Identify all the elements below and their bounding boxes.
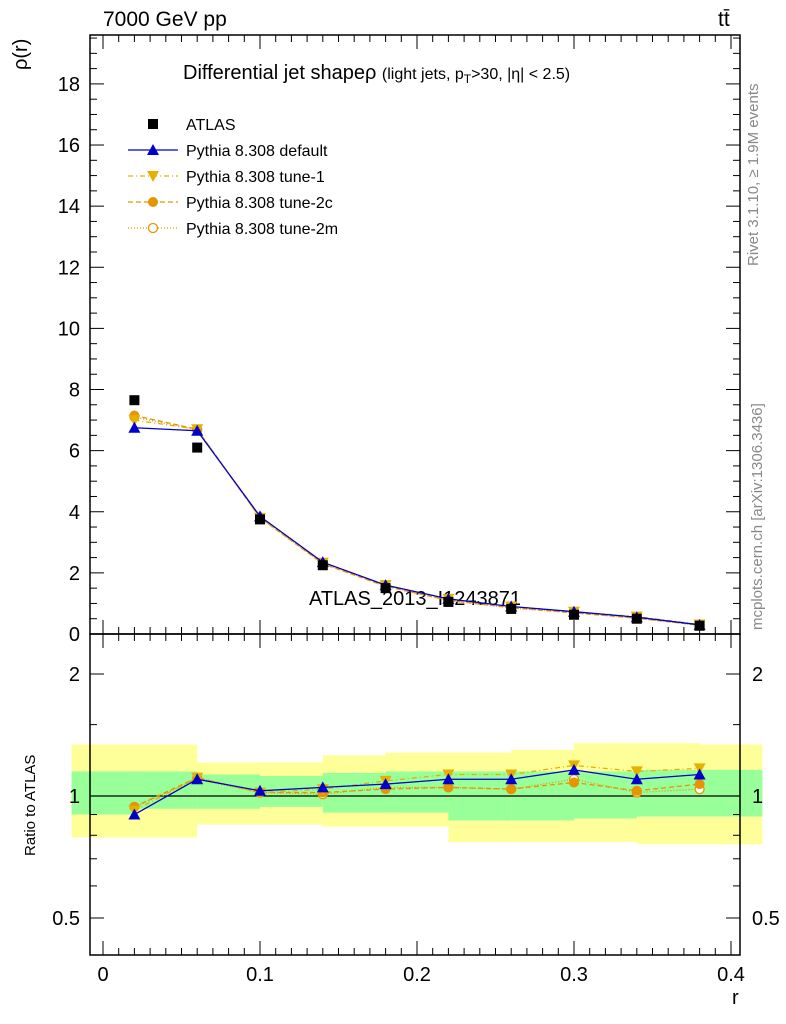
ratio-series-0-point [693, 768, 706, 780]
ratio-y-tick-label: 0.5 [52, 908, 80, 930]
main-series-0-point [631, 613, 642, 624]
ratio-series-0-point [254, 784, 266, 796]
process-label: tt̄ [718, 8, 730, 31]
main-series-0-point [506, 603, 517, 614]
ratio-series-2-line [134, 776, 700, 808]
main-series-2-point [128, 415, 141, 427]
x-tick-label: 0 [97, 964, 108, 986]
legend-label: Pythia 8.308 default [186, 143, 328, 160]
y-tick-label: 4 [69, 502, 80, 524]
ratio-series-0-point [316, 781, 329, 793]
title-main: Differential jet shape [183, 62, 365, 84]
x-tick-label: 0.4 [717, 964, 745, 986]
ratio-series-0-point [128, 808, 141, 820]
main-series-0-point [694, 620, 705, 631]
ratio-y-tick-label-right: 1 [752, 786, 763, 808]
ratio-y-tick-label: 1 [69, 786, 80, 808]
main-series-1-line [134, 427, 700, 626]
ratio-series-0-point [379, 778, 392, 790]
x-tick-label: 0.3 [560, 964, 588, 986]
legend-marker [148, 197, 158, 207]
y-tick-label: 18 [58, 74, 80, 96]
ratio-series-0-point [630, 773, 643, 785]
ratio-series-0-point [568, 763, 580, 775]
legend-marker [147, 222, 159, 234]
y-tick-label: 2 [69, 563, 80, 585]
x-tick-label: 0.2 [403, 964, 431, 986]
ratio-y-tick-label-right: 2 [752, 664, 763, 686]
y-tick-label: 6 [69, 441, 80, 463]
main-series-0-point [443, 596, 454, 607]
main-series-0-point [317, 560, 328, 571]
ratio-y-tick-label: 2 [69, 664, 80, 686]
x-tick-label: 0.1 [246, 964, 274, 986]
legend-label: Pythia 8.308 tune-2c [186, 195, 333, 212]
main-series-0-point [380, 583, 391, 594]
ratio-series-2-point [631, 785, 642, 796]
ratio-series-0-point [191, 773, 204, 785]
ratio-plot-frame [89, 633, 741, 956]
ratio-series-1-point [630, 766, 643, 778]
ratio-series-3-line [134, 778, 700, 808]
ratio-series-0-point [505, 773, 518, 785]
title-rho: ρ [364, 62, 377, 84]
y-tick-label: 8 [69, 380, 80, 402]
main-series-0-point [192, 442, 203, 453]
main-chart-title: Differential jet shapeρ (light jets, pT>… [183, 62, 570, 86]
mcplots-label: mcplots.cern.ch [arXiv:1306.3436] [749, 403, 766, 630]
ratio-series-2-point [506, 784, 517, 795]
ratio-y-tick-label-right: 0.5 [752, 908, 780, 930]
title-sub: (light jets, pT>30, |η| < 2.5) [381, 66, 571, 87]
ratio-series-1-line [134, 764, 700, 812]
legend-marker [147, 171, 159, 182]
y-tick-label: 16 [58, 135, 80, 157]
legend-label: Pythia 8.308 tune-1 [186, 169, 325, 186]
ratio-series-0-point [442, 773, 455, 785]
legend-marker [148, 119, 158, 129]
energy-label: 7000 GeV pp [103, 8, 227, 31]
y-tick-label: 0 [69, 624, 80, 646]
main-series-1-point [191, 424, 204, 436]
main-series-0-point [255, 514, 265, 525]
y-tick-label: 10 [58, 318, 80, 340]
main-series-0-point [569, 609, 579, 620]
ratio-series-2-point [694, 779, 705, 790]
rivet-label: Rivet 3.1.10, ≥ 1.9M events [745, 83, 762, 267]
main-series-0-point [129, 395, 140, 406]
ratio-series-0-line [134, 769, 700, 816]
legend-marker [147, 144, 159, 155]
ratio-series-2-point [569, 777, 579, 788]
y-tick-label: 12 [58, 257, 80, 279]
y-axis-label-main: ρ(r) [10, 38, 32, 70]
watermark: ATLAS_2013_I1243871 [309, 588, 521, 610]
ratio-series-2-point [443, 782, 454, 793]
legend-label: ATLAS [186, 117, 236, 134]
main-series-1-point [128, 421, 141, 433]
y-axis-label-ratio: Ratio to ATLAS [22, 754, 39, 856]
x-axis-label: r [732, 987, 739, 1009]
legend-label: Pythia 8.308 tune-2m [186, 221, 338, 238]
y-tick-label: 14 [58, 196, 80, 218]
main-series-3-line [134, 414, 700, 626]
